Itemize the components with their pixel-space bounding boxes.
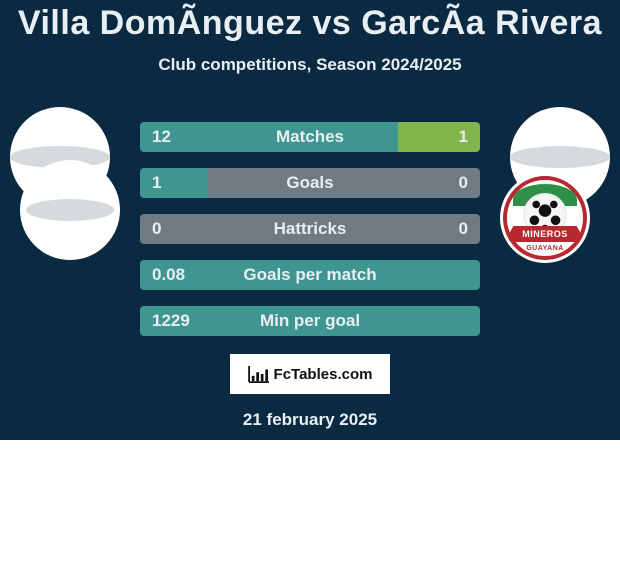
stat-left-value: 1229 [152,311,190,331]
stat-right-value: 0 [459,219,468,239]
page-subtitle: Club competitions, Season 2024/2025 [0,55,620,75]
stat-bar-left [140,122,398,152]
stat-left-value: 0.08 [152,265,185,285]
stat-row: 12 1 Matches [140,122,480,152]
stat-left-value: 12 [152,127,171,147]
stat-bar-right [208,168,480,198]
footer-date: 21 february 2025 [243,410,377,430]
fctables-watermark: FcTables.com [230,354,390,394]
avatar-placeholder-ellipse [26,199,114,221]
bar-chart-icon [248,365,270,383]
club-ribbon-text: MINEROS [522,229,568,239]
stats-container: 12 1 Matches 1 0 Goals 0 0 Hattricks 0.08 Goals pe… [140,122,480,352]
stat-row: 0 0 Hattricks [140,214,480,244]
club-badge: MINEROS GUAYANA [503,176,587,260]
stat-row: 1229 Min per goal [140,306,480,336]
club-sub-text: GUAYANA [526,245,564,252]
fctables-text: FcTables.com [274,366,373,383]
club-ribbon: MINEROS [509,226,581,242]
stat-row: 0.08 Goals per match [140,260,480,290]
stat-right-value: 0 [459,173,468,193]
team-left-logo [20,160,120,260]
stat-row: 1 0 Goals [140,168,480,198]
stat-bar-left [140,168,208,198]
stat-label: Hattricks [274,219,347,239]
stat-label: Goals per match [243,265,376,285]
stat-right-value: 1 [459,127,468,147]
page-title: Villa DomÃ­nguez vs GarcÃ­a Rivera [0,0,620,43]
avatar-placeholder-ellipse [510,146,610,168]
stat-left-value: 1 [152,173,161,193]
stat-label: Matches [276,127,344,147]
stat-left-value: 0 [152,219,161,239]
stat-label: Min per goal [260,311,360,331]
team-right-logo: MINEROS GUAYANA [500,173,590,263]
stat-label: Goals [286,173,333,193]
